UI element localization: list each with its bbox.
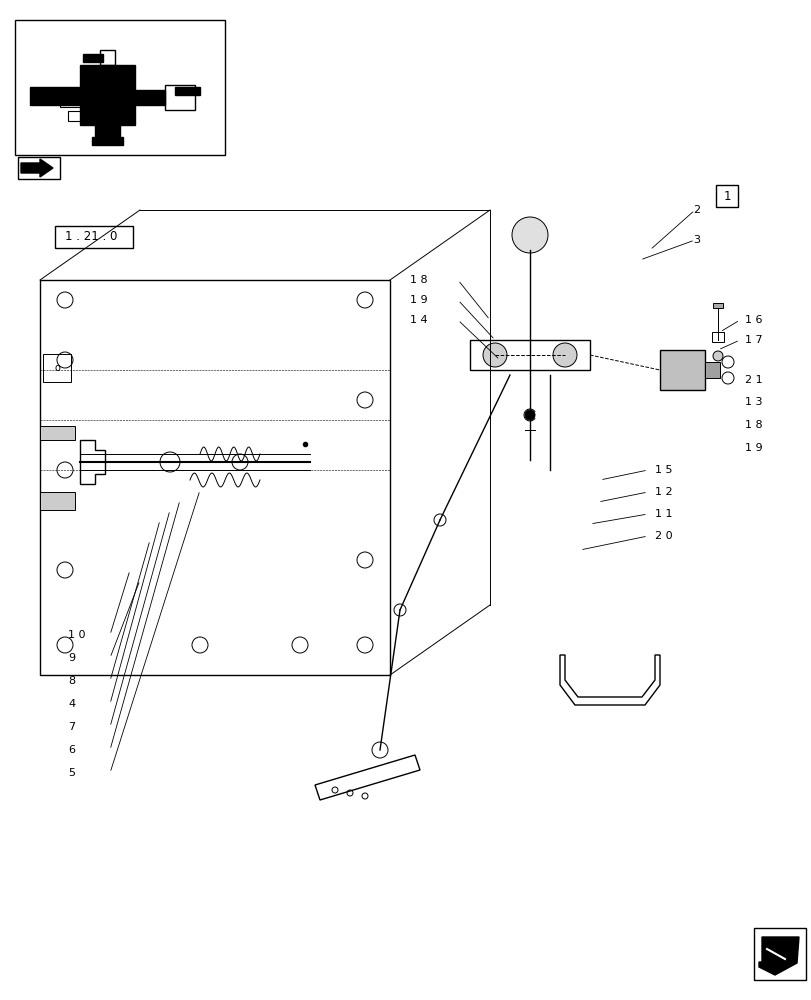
Text: 1 7: 1 7	[744, 335, 762, 345]
Bar	[80, 65, 135, 125]
Bar	[470, 340, 590, 370]
Bar	[92, 137, 122, 145]
Polygon shape	[758, 937, 798, 975]
Text: 9: 9	[68, 653, 75, 663]
Text: o: o	[54, 363, 60, 373]
Text: 2 1: 2 1	[744, 375, 762, 385]
Text: 1 0: 1 0	[68, 630, 85, 640]
Text: 1 8: 1 8	[410, 275, 427, 285]
Bar	[135, 90, 165, 105]
Bar	[100, 50, 115, 65]
Bar	[18, 157, 60, 179]
Text: 1 2: 1 2	[654, 487, 672, 497]
Text: 1 . 21 . 0: 1 . 21 . 0	[65, 231, 118, 243]
Text: 8: 8	[68, 676, 75, 686]
Text: 4: 4	[68, 699, 75, 709]
Bar	[659, 350, 704, 390]
Bar	[175, 87, 200, 95]
Bar	[753, 928, 805, 980]
Bar	[30, 87, 109, 105]
Bar	[15, 20, 225, 155]
Bar	[704, 362, 719, 378]
Bar	[68, 111, 82, 121]
Text: 1 1: 1 1	[654, 509, 672, 519]
Text: 1: 1	[723, 190, 730, 203]
Bar	[40, 426, 75, 440]
Bar	[60, 97, 82, 107]
Text: 1 4: 1 4	[410, 315, 427, 325]
Bar	[40, 280, 389, 675]
Circle shape	[512, 217, 547, 253]
Text: 1 6: 1 6	[744, 315, 762, 325]
Circle shape	[483, 343, 506, 367]
Text: 1 5: 1 5	[654, 465, 672, 475]
Text: 1 9: 1 9	[410, 295, 427, 305]
Polygon shape	[21, 159, 53, 177]
Text: 6: 6	[68, 745, 75, 755]
Text: 1 8: 1 8	[744, 420, 762, 430]
Bar	[40, 492, 75, 510]
Text: 1 3: 1 3	[744, 397, 762, 407]
Bar	[715, 185, 737, 207]
Text: 1 9: 1 9	[744, 443, 762, 453]
Circle shape	[712, 351, 722, 361]
Bar	[83, 54, 103, 62]
Text: 7: 7	[68, 722, 75, 732]
Bar	[711, 332, 723, 342]
Bar	[95, 120, 120, 140]
Circle shape	[525, 410, 534, 420]
Circle shape	[552, 343, 577, 367]
Bar	[712, 303, 722, 308]
Text: 2: 2	[692, 205, 699, 215]
Polygon shape	[80, 440, 105, 484]
Bar	[165, 85, 195, 110]
Bar	[55, 226, 133, 248]
Text: 3: 3	[692, 235, 699, 245]
Text: 5: 5	[68, 768, 75, 778]
Bar	[43, 354, 71, 382]
Text: 2 0: 2 0	[654, 531, 672, 541]
